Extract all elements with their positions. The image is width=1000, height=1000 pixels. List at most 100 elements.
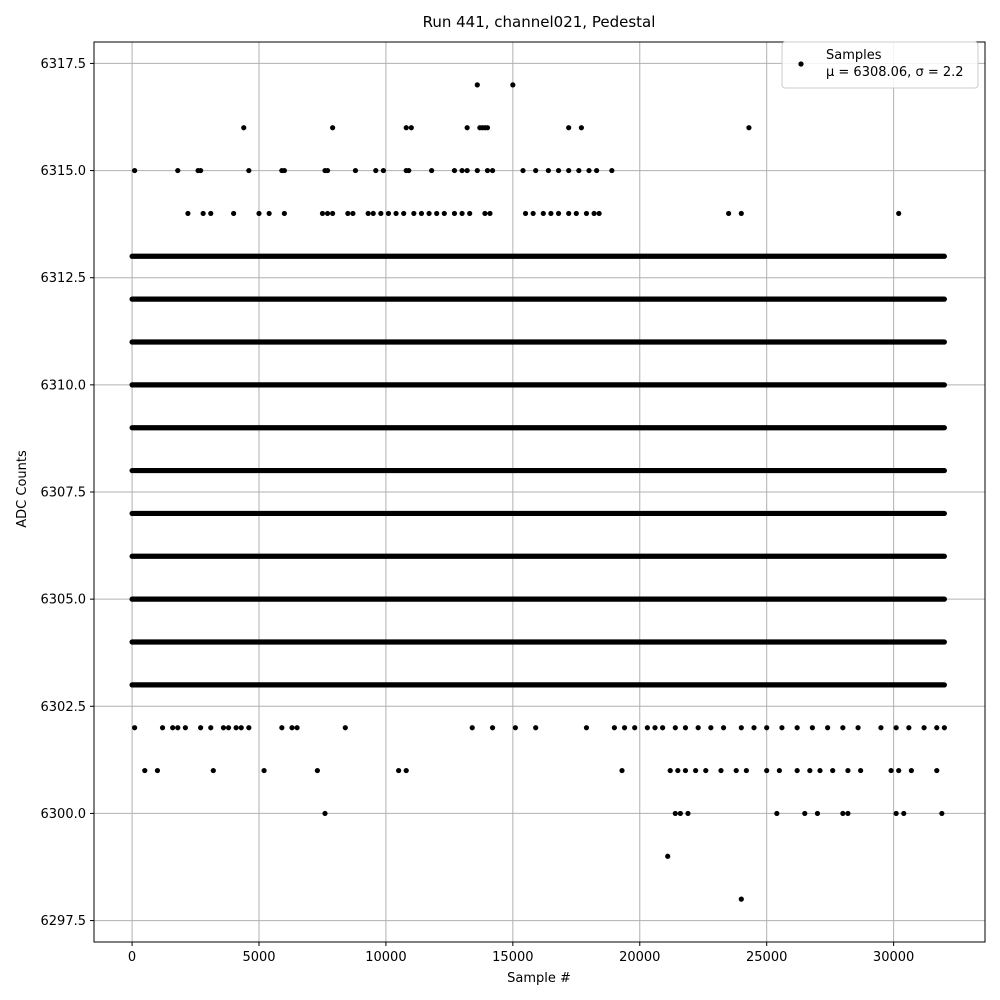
- sample-point: [934, 725, 940, 731]
- sample-point: [619, 767, 625, 774]
- sample-point: [378, 210, 384, 217]
- sample-point: [342, 725, 348, 731]
- sample-point: [345, 210, 351, 217]
- sample-point: [708, 725, 714, 731]
- sample-point: [779, 725, 785, 731]
- sample-point: [555, 167, 562, 174]
- sample-point: [548, 210, 554, 217]
- sample-point: [939, 810, 945, 817]
- sample-point: [200, 210, 206, 217]
- sample-point: [743, 767, 749, 774]
- sample-point: [896, 210, 902, 217]
- sample-point: [878, 725, 884, 731]
- sample-point: [281, 167, 287, 174]
- sample-point: [370, 210, 376, 217]
- sample-point: [365, 210, 371, 217]
- y-tick-label: 6302.5: [41, 700, 87, 715]
- sample-point: [566, 125, 572, 131]
- sample-point: [182, 725, 188, 731]
- sample-point: [401, 210, 407, 217]
- sample-point: [474, 167, 480, 174]
- sample-point: [467, 210, 473, 217]
- legend-stats: μ = 6308.06, σ = 2.2: [826, 65, 964, 80]
- y-tick-label: 6307.5: [41, 486, 87, 501]
- sample-point: [380, 167, 386, 174]
- sample-point: [733, 767, 739, 774]
- sample-point: [888, 767, 894, 774]
- sample-point: [279, 725, 285, 731]
- sample-point: [484, 125, 491, 131]
- sample-point: [246, 167, 252, 174]
- sample-point: [794, 767, 800, 774]
- sample-point: [159, 725, 166, 731]
- sample-point: [233, 725, 239, 731]
- sample-point: [520, 167, 526, 174]
- sample-point: [170, 725, 176, 731]
- sample-point: [652, 725, 658, 731]
- sample-point: [665, 853, 671, 859]
- sample-point: [208, 210, 214, 217]
- sample-point: [352, 167, 359, 174]
- sample-point: [576, 167, 582, 174]
- sample-point: [814, 810, 821, 817]
- sample-point: [175, 725, 181, 731]
- sample-point: [426, 210, 432, 217]
- y-tick-label: 6300.0: [41, 807, 87, 822]
- sample-point: [489, 167, 496, 174]
- sample-point: [840, 725, 846, 731]
- sample-point: [469, 725, 475, 731]
- sample-point: [429, 167, 435, 174]
- sample-point: [776, 767, 782, 774]
- sample-point: [718, 767, 724, 774]
- sample-point: [921, 725, 927, 731]
- sample-point: [540, 210, 546, 217]
- sample-point: [451, 210, 458, 217]
- sample-point: [840, 810, 846, 817]
- sample-point: [738, 725, 744, 731]
- y-axis-ticks: 6297.5 6300.0 6302.5 6305.0 6307.5 6310.0 6312…: [41, 57, 94, 929]
- sample-point: [906, 725, 912, 731]
- sample-point: [596, 210, 602, 217]
- sample-point: [685, 810, 691, 817]
- sample-point: [238, 725, 244, 731]
- sample-point: [208, 725, 214, 731]
- sample-point: [484, 167, 491, 174]
- sample-point: [738, 210, 744, 217]
- sample-point: [434, 210, 440, 217]
- sample-point: [794, 725, 800, 731]
- sample-point: [385, 210, 392, 217]
- sample-point: [319, 210, 326, 217]
- sample-point: [751, 725, 757, 731]
- sample-point: [809, 725, 815, 731]
- sample-point: [682, 725, 689, 731]
- sample-point: [545, 167, 551, 174]
- sample-point: [611, 725, 617, 731]
- sample-point: [373, 167, 379, 174]
- sample-point: [893, 725, 899, 731]
- sample-point: [586, 167, 592, 174]
- sample-point: [175, 167, 181, 174]
- sample-point: [403, 767, 409, 774]
- sample-point: [660, 725, 666, 731]
- sample-point: [672, 810, 678, 817]
- sample-point: [403, 125, 409, 131]
- sample-point: [893, 810, 899, 817]
- sample-point: [418, 210, 425, 217]
- sample-point: [393, 210, 399, 217]
- sample-point: [132, 725, 138, 731]
- sample-point: [487, 210, 493, 217]
- sample-point: [858, 767, 864, 774]
- sample-point: [281, 210, 287, 217]
- sample-point: [746, 125, 752, 131]
- y-tick-label: 6315.0: [41, 164, 87, 179]
- sample-point: [533, 167, 539, 174]
- sample-point: [474, 82, 480, 88]
- sample-point: [566, 210, 572, 217]
- x-axis-label: Sample #: [507, 971, 571, 986]
- x-tick-label: 15000: [492, 950, 533, 965]
- sample-point: [314, 767, 320, 774]
- y-tick-label: 6305.0: [41, 593, 87, 608]
- sample-point: [566, 167, 572, 174]
- sample-point: [246, 725, 252, 731]
